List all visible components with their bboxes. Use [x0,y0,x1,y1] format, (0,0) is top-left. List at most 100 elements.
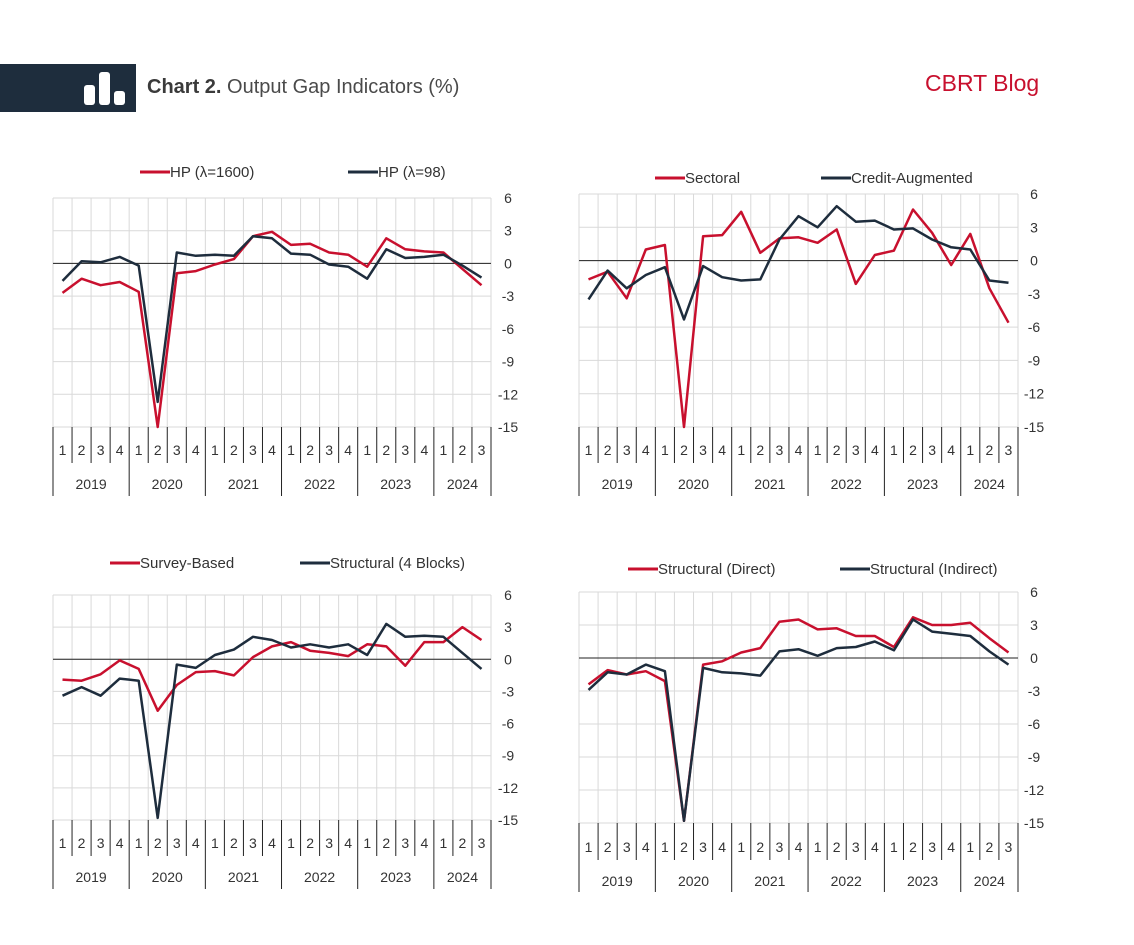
quarter-tick-label: 4 [116,442,124,458]
chart-label: Chart 2. [147,76,222,98]
series-line-navy [61,234,483,404]
y-tick-label: 6 [1030,186,1038,202]
year-tick-label: 2019 [76,869,107,885]
quarter-tick-label: 1 [814,839,822,855]
y-tick-label: -12 [1024,386,1044,402]
quarter-tick-label: 1 [439,442,447,458]
quarter-tick-label: 1 [363,835,371,851]
quarter-tick-label: 4 [420,442,428,458]
year-tick-label: 2019 [602,476,633,492]
quarter-tick-label: 4 [420,835,428,851]
quarter-tick-label: 4 [344,442,352,458]
y-tick-label: -9 [1028,749,1041,765]
quarter-tick-label: 2 [985,442,993,458]
series-line-red [587,616,1010,823]
series-line-red [62,625,483,712]
quarter-tick-label: 3 [325,442,333,458]
quarter-tick-label: 4 [116,835,124,851]
year-tick-label: 2024 [974,873,1005,889]
quarter-tick-label: 1 [363,442,371,458]
year-tick-label: 2023 [907,476,938,492]
quarter-tick-label: 4 [947,442,955,458]
quarter-tick-label: 2 [833,839,841,855]
y-tick-label: -6 [502,716,515,732]
y-tick-label: -6 [1028,319,1041,335]
legend-label: Survey-Based [140,555,234,572]
quarter-tick-label: 3 [401,442,409,458]
legend-label: Sectoral [685,170,740,187]
quarter-tick-label: 4 [268,835,276,851]
quarter-tick-label: 3 [325,835,333,851]
quarter-tick-label: 4 [642,839,650,855]
quarter-tick-label: 4 [795,839,803,855]
quarter-tick-label: 2 [382,835,390,851]
y-tick-label: -12 [498,780,518,796]
quarter-tick-label: 2 [604,442,612,458]
quarter-tick-label: 4 [192,835,200,851]
year-tick-label: 2022 [831,873,862,889]
y-tick-label: -9 [502,354,515,370]
quarter-tick-label: 2 [459,835,467,851]
year-tick-label: 2024 [447,869,478,885]
quarter-tick-label: 3 [173,835,181,851]
quarter-tick-label: 2 [230,442,238,458]
year-tick-label: 2020 [678,873,709,889]
y-tick-label: -6 [1028,716,1041,732]
quarter-tick-label: 3 [699,442,707,458]
year-tick-label: 2021 [228,476,259,492]
quarter-tick-label: 4 [642,442,650,458]
quarter-tick-label: 4 [947,839,955,855]
quarter-tick-label: 2 [306,442,314,458]
y-tick-label: 3 [504,223,512,239]
y-tick-label: 0 [1030,650,1038,666]
quarter-tick-label: 3 [173,442,181,458]
quarter-tick-label: 3 [1005,442,1013,458]
quarter-tick-label: 3 [97,835,105,851]
y-tick-label: -3 [1028,683,1041,699]
y-tick-label: -12 [1024,782,1044,798]
quarter-tick-label: 2 [230,835,238,851]
quarter-tick-label: 2 [985,839,993,855]
y-tick-label: 6 [504,190,512,206]
y-tick-label: 3 [1030,617,1038,633]
year-tick-label: 2024 [447,476,478,492]
year-tick-label: 2023 [380,476,411,492]
quarter-tick-label: 2 [833,442,841,458]
quarter-tick-label: 1 [890,442,898,458]
header-bar [0,64,136,112]
series-line-navy [587,204,1009,321]
year-tick-label: 2020 [152,869,183,885]
legend-label: Structural (4 Blocks) [330,555,465,572]
legend-label: Credit-Augmented [851,170,973,187]
quarter-tick-label: 4 [718,839,726,855]
quarter-tick-label: 1 [287,442,295,458]
quarter-tick-label: 3 [699,839,707,855]
quarter-tick-label: 1 [287,835,295,851]
year-tick-label: 2020 [152,476,183,492]
quarter-tick-label: 3 [623,442,631,458]
year-tick-label: 2019 [76,476,107,492]
year-tick-label: 2021 [754,873,785,889]
quarter-tick-label: 1 [439,835,447,851]
quarter-tick-label: 3 [776,442,784,458]
quarter-tick-label: 2 [909,839,917,855]
year-tick-label: 2021 [754,476,785,492]
quarter-tick-label: 3 [852,442,860,458]
year-tick-label: 2023 [907,873,938,889]
y-tick-label: -3 [1028,286,1041,302]
quarter-tick-label: 4 [795,442,803,458]
quarter-tick-label: 3 [852,839,860,855]
quarter-tick-label: 1 [737,839,745,855]
quarter-tick-label: 1 [814,442,822,458]
quarter-tick-label: 3 [249,442,257,458]
y-tick-label: 6 [1030,584,1038,600]
quarter-tick-label: 3 [478,442,486,458]
quarter-tick-label: 3 [249,835,257,851]
year-tick-label: 2022 [304,869,335,885]
quarter-tick-label: 1 [661,442,669,458]
quarter-tick-label: 3 [623,839,631,855]
y-tick-label: -15 [1024,419,1044,435]
series-line-navy [61,622,483,820]
